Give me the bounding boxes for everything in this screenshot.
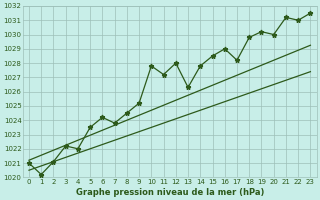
X-axis label: Graphe pression niveau de la mer (hPa): Graphe pression niveau de la mer (hPa)	[76, 188, 264, 197]
